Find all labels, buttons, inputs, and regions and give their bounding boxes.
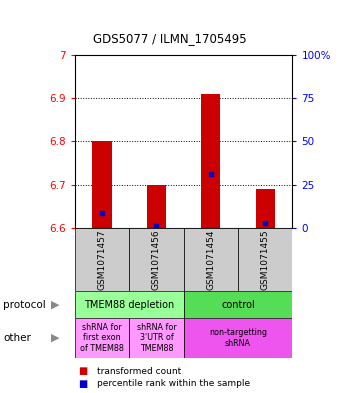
Text: non-targetting
shRNA: non-targetting shRNA — [209, 328, 267, 348]
Text: GSM1071455: GSM1071455 — [261, 229, 270, 290]
Text: protocol: protocol — [3, 299, 46, 310]
Text: ■: ■ — [78, 366, 87, 376]
Bar — [92, 141, 112, 228]
Text: ▶: ▶ — [51, 299, 60, 310]
Text: transformed count: transformed count — [97, 367, 181, 376]
Bar — [184, 318, 292, 358]
Text: ■: ■ — [78, 378, 87, 389]
Bar — [201, 94, 220, 228]
Text: GSM1071456: GSM1071456 — [152, 229, 161, 290]
Bar — [129, 318, 184, 358]
Bar — [184, 228, 238, 291]
Bar — [184, 291, 292, 318]
Text: shRNA for
3'UTR of
TMEM88: shRNA for 3'UTR of TMEM88 — [137, 323, 176, 353]
Text: GSM1071454: GSM1071454 — [206, 229, 215, 290]
Bar — [75, 291, 184, 318]
Text: control: control — [221, 299, 255, 310]
Text: ▶: ▶ — [51, 333, 60, 343]
Text: shRNA for
first exon
of TMEM88: shRNA for first exon of TMEM88 — [80, 323, 124, 353]
Text: TMEM88 depletion: TMEM88 depletion — [84, 299, 174, 310]
Text: GDS5077 / ILMN_1705495: GDS5077 / ILMN_1705495 — [93, 32, 247, 45]
Bar — [256, 189, 275, 228]
Text: GSM1071457: GSM1071457 — [98, 229, 106, 290]
Bar — [75, 318, 129, 358]
Bar — [75, 228, 129, 291]
Bar — [147, 185, 166, 228]
Bar — [238, 228, 292, 291]
Bar — [129, 228, 184, 291]
Text: percentile rank within the sample: percentile rank within the sample — [97, 379, 250, 388]
Text: other: other — [3, 333, 31, 343]
